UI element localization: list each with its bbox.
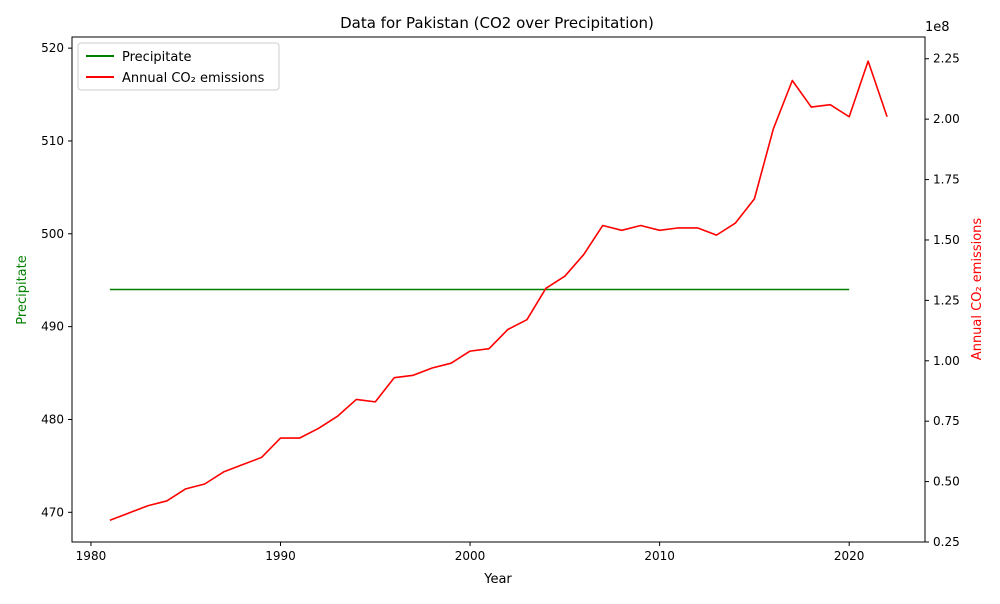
y-left-tick-label: 500 — [41, 227, 64, 241]
y-axis-right-multiplier: 1e8 — [925, 20, 950, 35]
y-right-tick-label: 2.25 — [933, 52, 960, 66]
x-tick-label: 2020 — [834, 549, 865, 563]
y-axis-left-label: Precipitate — [15, 255, 30, 324]
y-left-tick-label: 480 — [41, 412, 64, 426]
y-axis-left: 470 480 490 500 510 520 — [41, 41, 72, 519]
x-axis-label: Year — [483, 572, 512, 587]
x-tick-label: 2010 — [644, 549, 675, 563]
y-right-tick-label: 1.50 — [933, 233, 960, 247]
y-right-tick-label: 0.50 — [933, 475, 960, 489]
y-axis-right: 0.25 0.50 0.75 1.00 1.25 1.50 1.75 2.00 2.25 — [925, 52, 960, 549]
legend-label-co2-emissions: Annual CO₂ emissions — [122, 71, 265, 86]
legend-box — [77, 42, 280, 91]
y-left-tick-label: 510 — [41, 134, 64, 148]
y-right-tick-label: 2.00 — [933, 112, 960, 126]
series-layer — [109, 60, 888, 521]
y-left-tick-label: 520 — [41, 41, 64, 55]
y-right-tick-label: 1.75 — [933, 173, 960, 187]
y-right-tick-label: 1.25 — [933, 293, 960, 307]
y-axis-right-label: Annual CO₂ emissions — [970, 218, 985, 361]
x-tick-label: 1980 — [76, 549, 107, 563]
series-line-co2-emissions — [109, 60, 888, 521]
x-tick-label: 1990 — [265, 549, 296, 563]
legend-label-precipitate: Precipitate — [122, 50, 191, 65]
x-axis: 1980 1990 2000 2010 2020 — [76, 542, 865, 563]
legend: Precipitate Annual CO₂ emissions — [77, 42, 280, 91]
x-tick-label: 2000 — [455, 549, 486, 563]
y-right-tick-label: 0.75 — [933, 414, 960, 428]
y-right-tick-label: 1.00 — [933, 354, 960, 368]
plot-area — [71, 36, 926, 543]
y-left-tick-label: 490 — [41, 320, 64, 334]
chart-title: Data for Pakistan (CO2 over Precipitatio… — [340, 14, 654, 32]
y-right-tick-label: 0.25 — [933, 535, 960, 549]
y-left-tick-label: 470 — [41, 505, 64, 519]
plot-frame — [71, 36, 926, 543]
